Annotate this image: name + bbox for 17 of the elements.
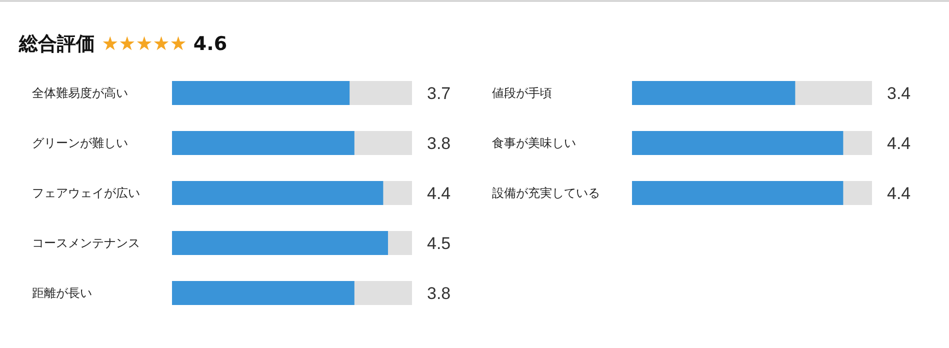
y-tick-label: フェアウェイが広い — [32, 186, 140, 200]
data-label: 3.4 — [887, 84, 911, 103]
y-tick-label: 全体難易度が高い — [32, 86, 128, 100]
data-label: 4.5 — [427, 234, 451, 253]
y-tick-label: 設備が充実している — [492, 186, 600, 200]
y-tick-label: コースメンテナンス — [32, 236, 140, 250]
y-tick-label: 値段が手頃 — [492, 86, 552, 100]
y-tick-label: グリーンが難しい — [32, 136, 128, 150]
data-label: 4.4 — [427, 184, 451, 203]
y-tick-label: 食事が美味しい — [492, 136, 576, 150]
data-label: 4.4 — [887, 184, 911, 203]
data-label: 3.8 — [427, 134, 451, 153]
chart-title: 総合評価 ★★★★★ 4.6 — [18, 33, 228, 55]
data-label: 3.8 — [427, 284, 451, 303]
y-tick-label: 距離が長い — [32, 286, 92, 300]
data-label: 4.4 — [887, 134, 911, 153]
data-label: 3.7 — [427, 84, 451, 103]
